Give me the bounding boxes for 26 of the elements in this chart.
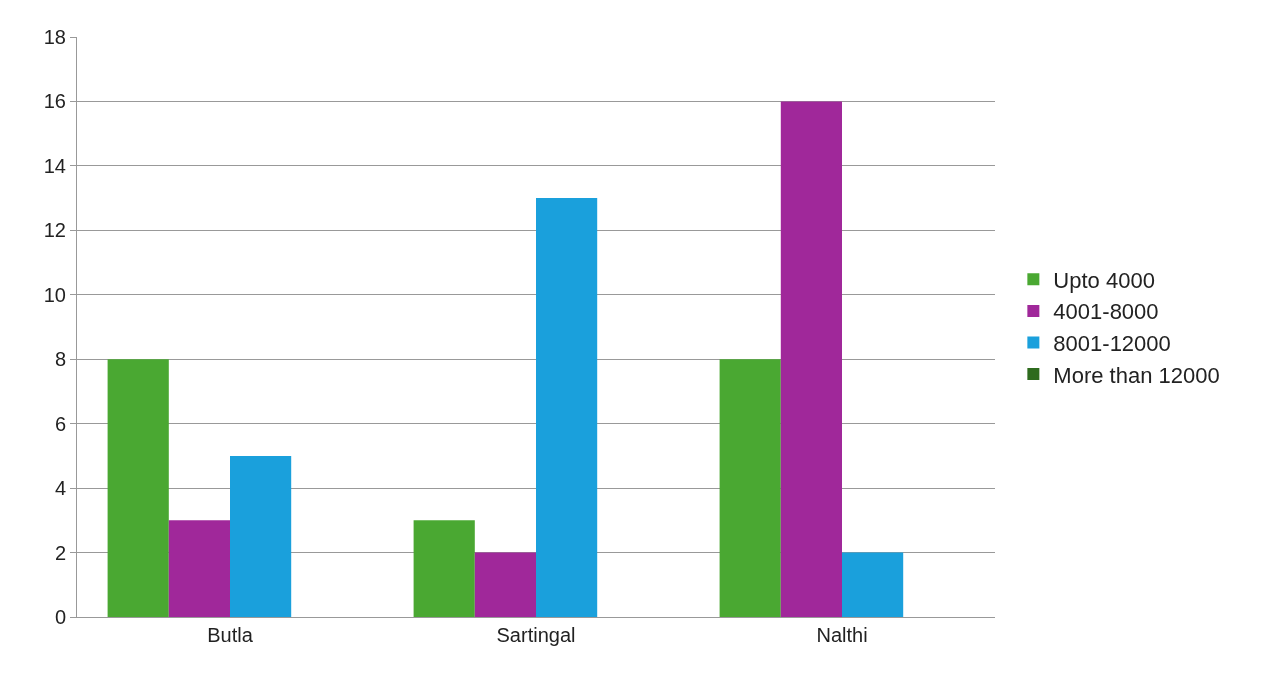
y-tick-label: 8	[54, 348, 66, 371]
y-tick-label: 6	[54, 412, 66, 435]
y-tick-label: 0	[54, 606, 66, 628]
bar	[168, 520, 230, 617]
bar	[413, 520, 475, 617]
legend-label: 8001-12000	[1053, 331, 1171, 357]
legend-label: More than 12000	[1053, 362, 1220, 388]
y-tick-label: 2	[54, 541, 66, 564]
y-tick-label: 18	[43, 26, 66, 48]
bar	[474, 552, 536, 617]
bar	[536, 198, 598, 617]
y-tick-label: 4	[54, 477, 66, 500]
y-tick-label: 14	[43, 154, 66, 177]
bar	[842, 552, 904, 617]
y-tick-label: 10	[43, 283, 66, 306]
legend-label: Upto 4000	[1053, 267, 1155, 293]
bar	[719, 359, 781, 617]
bar	[107, 359, 169, 617]
x-tick-label: Butla	[207, 624, 254, 646]
legend-label: 4001-8000	[1053, 299, 1159, 325]
x-tick-label: Sartingal	[496, 624, 576, 646]
y-tick-label: 12	[43, 219, 66, 242]
y-tick-label: 16	[43, 90, 66, 113]
bar	[230, 455, 292, 617]
x-tick-label: Nalthi	[816, 624, 868, 646]
bar	[780, 101, 842, 617]
